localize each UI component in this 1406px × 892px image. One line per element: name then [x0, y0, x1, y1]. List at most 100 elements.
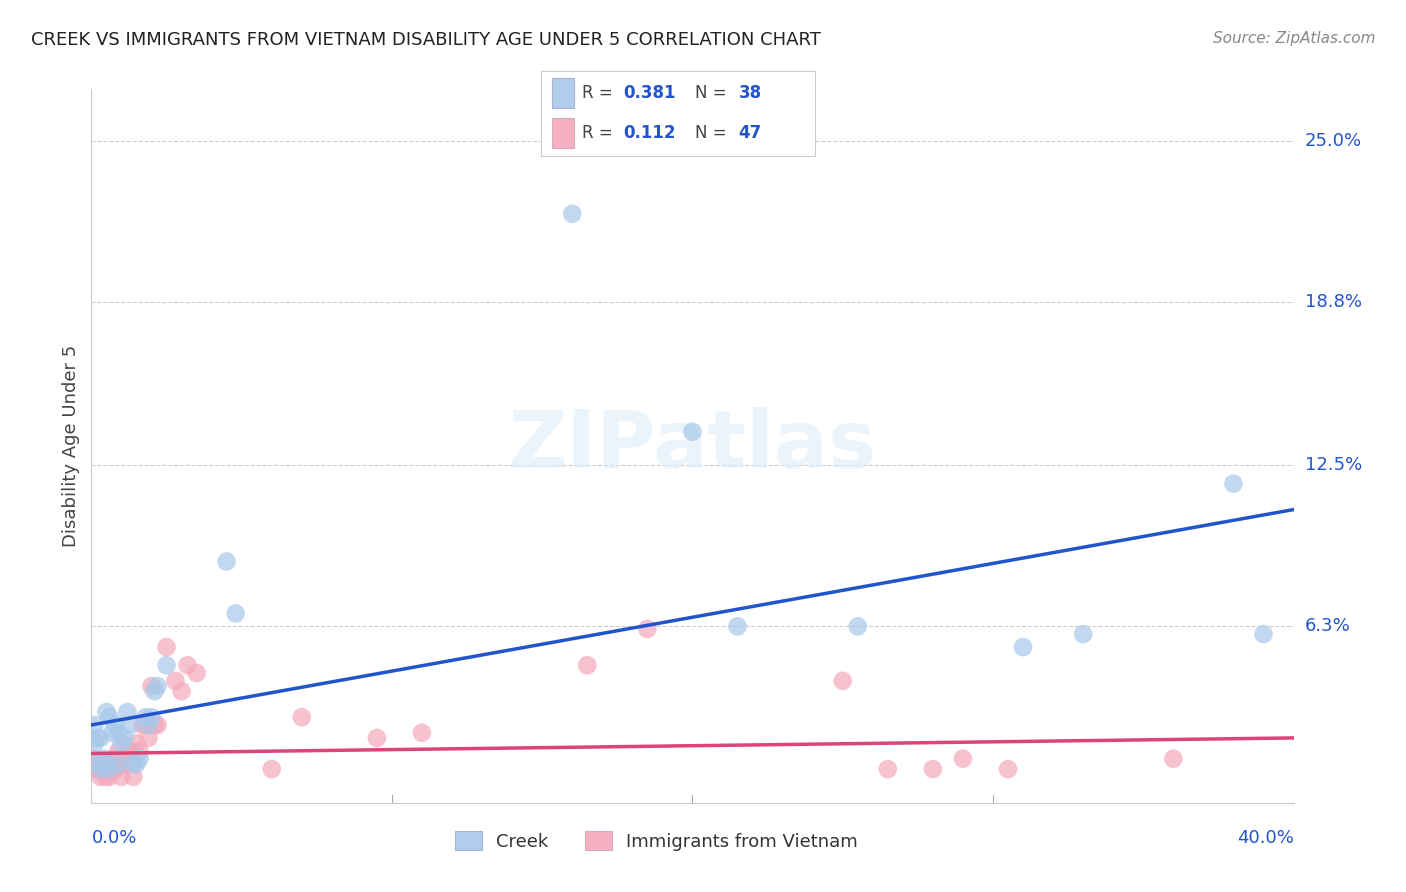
Point — [155, 658, 177, 673]
Point — [117, 705, 139, 719]
Text: N =: N = — [695, 84, 731, 102]
Point — [96, 756, 118, 771]
Point — [98, 770, 121, 784]
Text: 40.0%: 40.0% — [1237, 829, 1294, 847]
Text: Source: ZipAtlas.com: Source: ZipAtlas.com — [1212, 31, 1375, 46]
Point — [110, 770, 132, 784]
Point — [122, 770, 145, 784]
Text: ZIPatlas: ZIPatlas — [509, 407, 876, 485]
Point — [1012, 640, 1035, 654]
Point — [93, 752, 115, 766]
Point — [93, 756, 115, 771]
Point — [101, 725, 124, 739]
Text: R =: R = — [582, 124, 619, 142]
Point — [170, 684, 193, 698]
Point — [86, 756, 108, 771]
Point — [846, 619, 869, 633]
Point — [134, 710, 156, 724]
Point — [98, 710, 121, 724]
Point — [114, 731, 136, 745]
Point — [83, 752, 105, 766]
Point — [1161, 752, 1184, 766]
Text: 12.5%: 12.5% — [1305, 457, 1362, 475]
Point — [98, 762, 121, 776]
Point — [86, 756, 108, 771]
Point — [952, 752, 974, 766]
Point — [727, 619, 749, 633]
Point — [138, 718, 160, 732]
Point — [83, 718, 105, 732]
Point — [101, 762, 124, 776]
Point — [83, 736, 105, 750]
Point — [155, 640, 177, 654]
Point — [131, 718, 153, 732]
Y-axis label: Disability Age Under 5: Disability Age Under 5 — [62, 345, 80, 547]
Point — [141, 679, 163, 693]
Point — [125, 736, 148, 750]
Point — [96, 756, 118, 771]
Text: 25.0%: 25.0% — [1305, 132, 1362, 150]
Point — [104, 762, 127, 776]
Point — [576, 658, 599, 673]
FancyBboxPatch shape — [553, 118, 574, 147]
Point — [260, 762, 283, 776]
Point — [120, 744, 142, 758]
Legend: Creek, Immigrants from Vietnam: Creek, Immigrants from Vietnam — [447, 824, 865, 858]
Point — [107, 756, 129, 771]
Point — [128, 744, 150, 758]
Point — [1222, 476, 1244, 491]
Point — [143, 684, 166, 698]
Point — [186, 666, 208, 681]
FancyBboxPatch shape — [553, 78, 574, 108]
Point — [128, 752, 150, 766]
Point — [114, 756, 136, 771]
Point — [89, 770, 111, 784]
Point — [215, 554, 238, 568]
Point — [117, 744, 139, 758]
Point — [291, 710, 314, 724]
Point — [107, 725, 129, 739]
Point — [120, 718, 142, 732]
Point — [138, 731, 160, 745]
Point — [366, 731, 388, 745]
Point — [411, 725, 433, 739]
Point — [1253, 627, 1275, 641]
Point — [89, 731, 111, 745]
Text: 38: 38 — [738, 84, 762, 102]
Point — [146, 679, 169, 693]
Text: 18.8%: 18.8% — [1305, 293, 1361, 311]
Point — [89, 762, 111, 776]
Point — [141, 710, 163, 724]
Point — [225, 607, 247, 621]
Point — [96, 770, 118, 784]
Point — [104, 752, 127, 766]
Text: 0.112: 0.112 — [624, 124, 676, 142]
Text: N =: N = — [695, 124, 731, 142]
Point — [134, 718, 156, 732]
Point — [101, 752, 124, 766]
Point — [146, 718, 169, 732]
Point — [636, 622, 658, 636]
Point — [89, 756, 111, 771]
Text: 0.381: 0.381 — [624, 84, 676, 102]
Point — [125, 756, 148, 771]
Point — [143, 718, 166, 732]
Point — [876, 762, 898, 776]
Text: R =: R = — [582, 84, 619, 102]
Point — [83, 762, 105, 776]
Point — [681, 425, 703, 439]
Point — [96, 705, 118, 719]
Point — [86, 762, 108, 776]
Text: 47: 47 — [738, 124, 762, 142]
Text: 0.0%: 0.0% — [91, 829, 136, 847]
Point — [1071, 627, 1094, 641]
Point — [831, 673, 853, 688]
Point — [110, 756, 132, 771]
Text: 6.3%: 6.3% — [1305, 617, 1350, 635]
Text: CREEK VS IMMIGRANTS FROM VIETNAM DISABILITY AGE UNDER 5 CORRELATION CHART: CREEK VS IMMIGRANTS FROM VIETNAM DISABIL… — [31, 31, 821, 49]
Point — [98, 756, 121, 771]
Point — [561, 207, 583, 221]
Point — [86, 731, 108, 745]
Point — [176, 658, 198, 673]
Point — [104, 718, 127, 732]
